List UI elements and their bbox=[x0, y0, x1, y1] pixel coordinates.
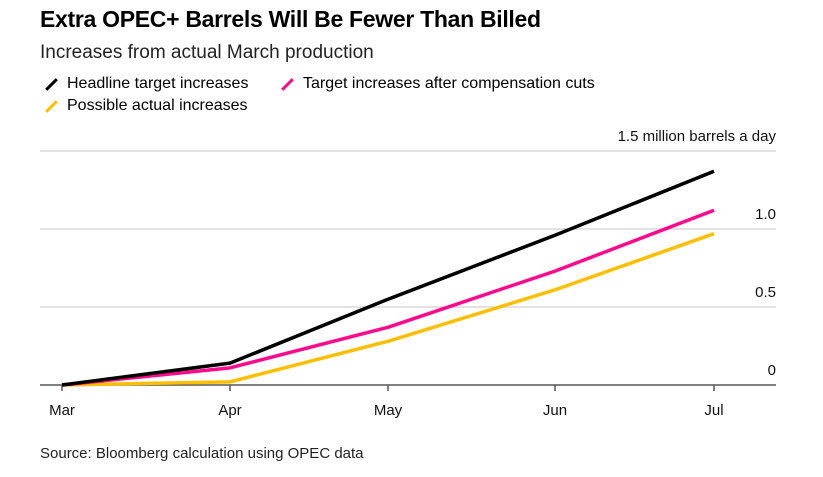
legend-item-actual: Possible actual increases bbox=[44, 97, 248, 115]
legend-item-compensation: Target increases after compensation cuts bbox=[280, 75, 595, 93]
x-tick-label: Mar bbox=[49, 402, 75, 419]
y-tick-label: 1.0 bbox=[755, 206, 776, 223]
source-note: Source: Bloomberg calculation using OPEC… bbox=[40, 445, 364, 462]
legend-label: Possible actual increases bbox=[67, 97, 248, 114]
x-tick-label: Apr bbox=[218, 402, 241, 419]
y-tick-label: 0.5 bbox=[755, 284, 776, 301]
x-tick-label: May bbox=[374, 402, 403, 419]
series-line bbox=[61, 232, 715, 387]
legend-label: Target increases after compensation cuts bbox=[303, 75, 595, 92]
series-line bbox=[61, 169, 715, 387]
y-tick-label: 0 bbox=[768, 362, 776, 379]
legend-label: Headline target increases bbox=[67, 75, 249, 92]
x-tick-label: Jul bbox=[704, 402, 723, 419]
x-tick-label: Jun bbox=[543, 402, 567, 419]
chart-title: Extra OPEC+ Barrels Will Be Fewer Than B… bbox=[40, 6, 541, 32]
chart-subtitle: Increases from actual March production bbox=[40, 42, 374, 63]
series-line bbox=[61, 208, 715, 387]
legend-item-headline: Headline target increases bbox=[44, 75, 248, 93]
y-tick-label: 1.5 million barrels a day bbox=[618, 128, 777, 145]
